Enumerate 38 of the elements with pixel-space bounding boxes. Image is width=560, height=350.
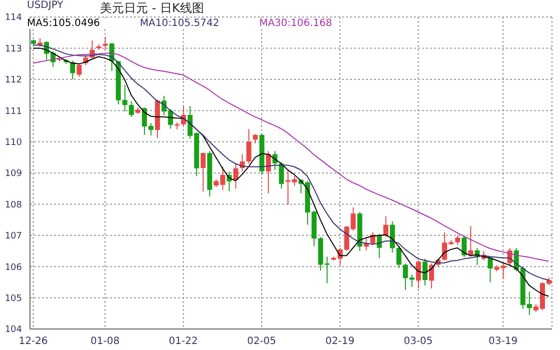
text: MA10:105.5742 [140, 18, 220, 29]
text: MA5:105.0496 [27, 18, 100, 29]
candlestick [396, 246, 402, 269]
candlestick [422, 258, 428, 286]
chart-title: 美元日元 - 日K线图 [100, 0, 204, 17]
x-tick-label: 02-19 [325, 336, 354, 348]
candlestick [246, 128, 252, 164]
candlestick [462, 234, 467, 258]
y-tick-label: 104 [4, 325, 22, 336]
y-tick-label: 111 [4, 106, 22, 117]
y-tick-label: 107 [4, 232, 22, 242]
y-tick-label: 110 [4, 138, 22, 148]
candlestick [416, 260, 421, 289]
candlestick [200, 152, 206, 192]
candlestick [76, 63, 82, 78]
candlestick [70, 60, 76, 80]
candlestick [252, 134, 258, 144]
candlestick [233, 163, 238, 190]
candlestick [488, 256, 493, 283]
y-tick-label: 108 [4, 200, 22, 210]
y-tick-label: 106 [4, 262, 22, 273]
y-tick-label: 114 [4, 13, 22, 24]
candlestick [278, 162, 284, 190]
y-tick-label: 105 [4, 294, 22, 304]
y-tick-label: 113 [4, 44, 22, 54]
x-tick-label: 03-05 [404, 336, 433, 348]
y-tick-label: 109 [4, 169, 22, 180]
text: MA30:106.168 [259, 18, 332, 29]
candlestick [455, 234, 460, 246]
chart-subtitle: USDJPY [27, 0, 64, 11]
x-tick-label: 12-26 [18, 336, 48, 348]
candlestick [128, 100, 134, 118]
candlestick [383, 216, 388, 238]
x-tick-label: 02-05 [247, 336, 276, 348]
y-tick-label: 112 [4, 76, 22, 86]
x-tick-label: 03-19 [488, 336, 518, 348]
x-tick-label: 01-22 [168, 336, 198, 348]
x-tick-label: 01-08 [90, 336, 120, 348]
